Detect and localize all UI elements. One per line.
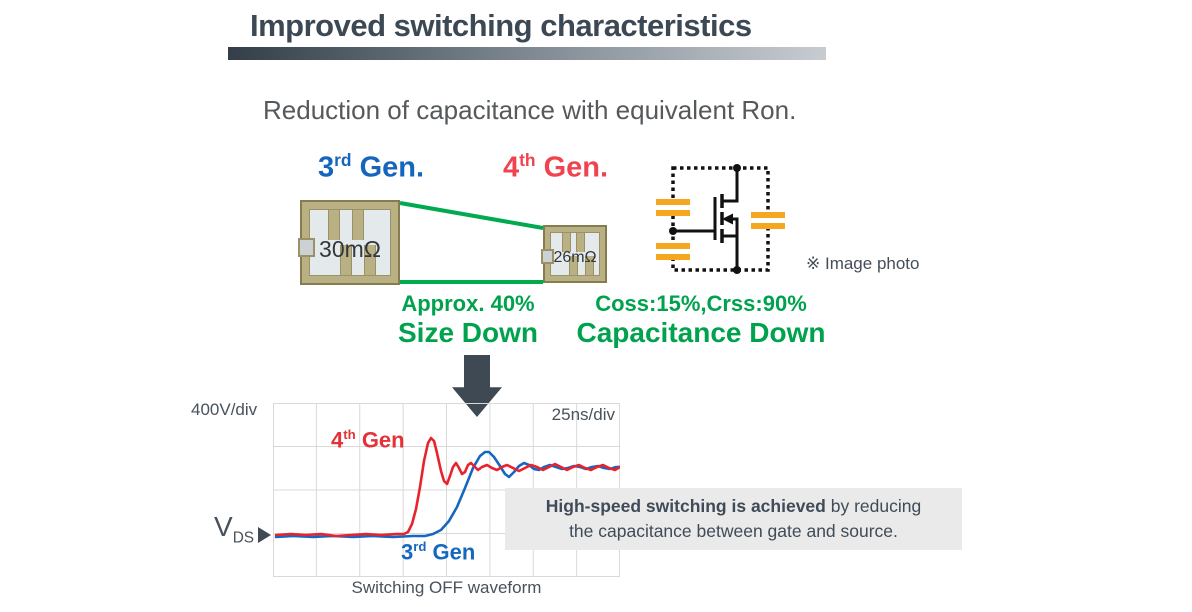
- subtitle: Reduction of capacitance with equivalent…: [263, 95, 797, 125]
- chip-finger: [339, 245, 352, 275]
- vds-arrow-icon: [258, 527, 271, 543]
- chip-finger: [351, 210, 364, 240]
- chip-size-connector-lines: [399, 201, 544, 284]
- chip-finger: [575, 233, 585, 253]
- mosfet-source-lead: [722, 234, 739, 270]
- gen4-label: 4th Gen.: [503, 150, 609, 184]
- source-node: [733, 266, 741, 274]
- gate-pad: [541, 249, 554, 264]
- chip-resistance-label: 26mΩ: [553, 249, 597, 266]
- vds-label: VDS: [214, 511, 255, 547]
- gen3-label: 3rd Gen.: [318, 150, 425, 184]
- chip-finger: [364, 245, 377, 275]
- y-scale-label: 400V/div: [191, 400, 258, 419]
- mosfet-circuit-diagram: [656, 164, 785, 274]
- gate-node: [669, 227, 677, 235]
- chip-finger: [584, 255, 594, 275]
- title-underline-bar: [228, 47, 826, 60]
- info-box: High-speed switching is achieved by redu…: [505, 488, 962, 550]
- capacitor-icon-cds: [751, 212, 785, 229]
- image-photo-note: ※ Image photo: [806, 254, 920, 273]
- mosfet-body-arrow: [722, 213, 733, 225]
- capacitor-icon-cgs: [656, 243, 690, 260]
- info-box-text: High-speed switching is achieved by redu…: [545, 496, 922, 541]
- dashed-loop: [671, 166, 770, 272]
- gate-pad: [298, 238, 315, 257]
- chip-die-surface: 30mΩ: [309, 209, 391, 276]
- chip-finger: [568, 255, 578, 275]
- capacitor-icon-cgd: [656, 199, 690, 216]
- gen4-curve-label: 4th Gen: [331, 427, 405, 453]
- capacitance-down-title: Capacitance Down: [576, 317, 826, 348]
- x-scale-label: 25ns/div: [551, 405, 615, 424]
- chip-die-surface: 26mΩ: [550, 232, 600, 276]
- chip-finger: [327, 210, 340, 240]
- chip-4th-gen: 26mΩ: [541, 225, 607, 283]
- gen3-curve-label: 3rd Gen: [401, 539, 476, 565]
- page-title: Improved switching characteristics: [250, 8, 752, 43]
- drain-node: [733, 164, 741, 172]
- chip-resistance-label: 30mΩ: [319, 236, 381, 262]
- waveform-4th-gen: [274, 436, 620, 538]
- chip-3rd-gen: 30mΩ: [298, 200, 400, 285]
- chart-caption: Switching OFF waveform: [351, 578, 542, 597]
- capacitance-down-stat: Coss:15%,Crss:90%: [595, 291, 807, 316]
- size-down-title: Size Down: [397, 317, 538, 348]
- capacitance-down-block: Coss:15%,Crss:90% Capacitance Down: [566, 291, 836, 349]
- chip-finger: [561, 233, 571, 253]
- size-down-stat: Approx. 40%: [401, 291, 535, 316]
- size-down-block: Approx. 40% Size Down: [358, 291, 578, 349]
